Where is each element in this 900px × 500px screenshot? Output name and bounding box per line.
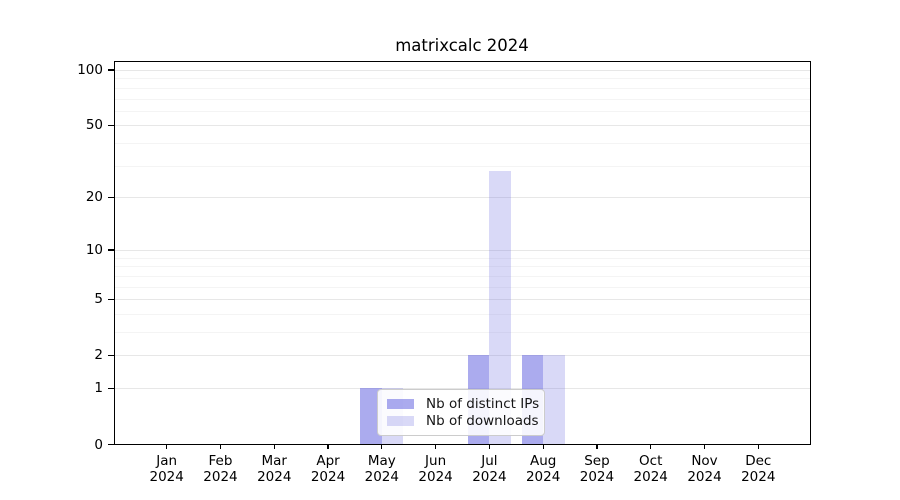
plot-area: [113, 60, 811, 445]
x-tick: [381, 444, 383, 450]
x-tick: [166, 444, 168, 450]
gridline-minor: [114, 143, 810, 145]
gridline-minor: [114, 110, 810, 112]
x-tick-label: Oct 2024: [633, 452, 668, 486]
x-tick-label: Nov 2024: [687, 452, 722, 486]
gridline-major: [114, 388, 810, 390]
legend-label-downloads: Nb of downloads: [426, 413, 539, 429]
gridline-major: [114, 70, 810, 72]
x-tick: [219, 444, 222, 450]
x-tick-label: Dec 2024: [741, 452, 776, 486]
x-tick: [542, 444, 544, 450]
y-tick: [108, 354, 114, 356]
gridline-minor: [114, 98, 810, 100]
gridline-minor: [114, 332, 810, 334]
y-tick: [108, 387, 114, 389]
gridline-major: [114, 197, 810, 199]
x-tick: [703, 444, 706, 450]
x-tick-label: May 2024: [364, 452, 399, 486]
x-tick: [488, 444, 490, 450]
y-tick: [108, 69, 114, 71]
x-tick: [435, 444, 437, 450]
y-tick-label: 2: [94, 347, 103, 364]
gridline-minor: [114, 78, 810, 80]
y-tick: [108, 124, 114, 127]
gridline-major: [114, 125, 810, 127]
gridline-major: [114, 249, 810, 251]
legend-swatch-distinct-ips: [387, 399, 414, 409]
gridline-minor: [114, 257, 810, 259]
x-tick: [757, 444, 759, 450]
x-tick-label: Jun 2024: [418, 452, 453, 486]
y-tick-label: 100: [77, 62, 103, 79]
legend-swatch-downloads: [387, 416, 414, 426]
gridline-minor: [114, 87, 810, 89]
x-tick: [650, 444, 652, 450]
gridline-major: [114, 355, 810, 357]
gridline-major: [114, 299, 810, 301]
bar-may-distinct-ips: [360, 388, 382, 445]
gridline-minor: [114, 165, 810, 167]
bar-aug-downloads: [543, 355, 565, 445]
gridline-minor: [114, 286, 810, 288]
x-tick: [327, 444, 329, 450]
legend: Nb of distinct IPs Nb of downloads: [377, 389, 545, 436]
y-tick-label: 10: [85, 241, 103, 258]
legend-entry-downloads: Nb of downloads: [387, 413, 539, 429]
gridline-minor: [114, 266, 810, 268]
x-tick-label: Apr 2024: [310, 452, 346, 486]
x-tick-label: Mar 2024: [257, 452, 292, 486]
y-tick: [108, 249, 114, 251]
y-tick: [108, 196, 114, 199]
chart-title: matrixcalc 2024: [395, 36, 529, 55]
x-tick-label: Jan 2024: [149, 452, 184, 486]
gridline-minor: [114, 313, 810, 315]
y-tick-label: 0: [94, 436, 103, 453]
legend-label-distinct-ips: Nb of distinct IPs: [426, 396, 540, 412]
bar-jul-downloads: [489, 171, 511, 445]
x-tick-label: Aug 2024: [525, 452, 561, 486]
y-tick-label: 5: [94, 291, 103, 308]
x-tick-label: Feb 2024: [203, 452, 238, 486]
x-tick: [273, 444, 275, 450]
x-tick-label: Jul 2024: [472, 452, 507, 486]
y-tick: [108, 298, 114, 300]
y-tick-label: 1: [94, 380, 103, 397]
y-tick-label: 20: [85, 189, 103, 206]
x-tick-label: Sep 2024: [579, 452, 615, 486]
y-tick-label: 50: [85, 117, 103, 134]
legend-entry-distinct-ips: Nb of distinct IPs: [387, 396, 539, 412]
x-tick: [596, 444, 598, 450]
gridline-minor: [114, 275, 810, 277]
y-tick: [108, 443, 114, 446]
